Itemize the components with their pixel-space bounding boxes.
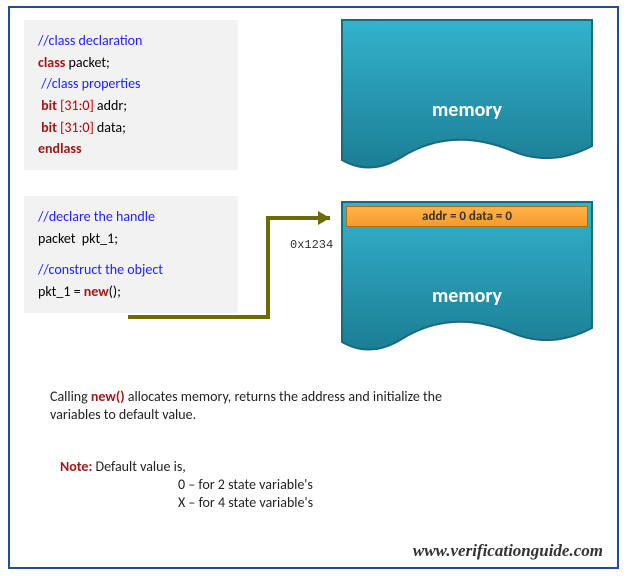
note-line: 0 – for 2 state variable's	[178, 476, 313, 493]
arrow-icon	[120, 208, 350, 328]
code-text: packet;	[65, 54, 109, 71]
keyword-new: new()	[91, 388, 125, 405]
keyword-class: class	[38, 54, 65, 71]
watermark-text: www.verificationguide.com	[413, 541, 603, 561]
memory-block-top: memory	[340, 18, 594, 178]
keyword-new: new	[84, 283, 109, 300]
note-text: Default value is,	[92, 458, 185, 475]
keyword-endclass: endlass	[38, 140, 82, 157]
memory-block-bottom: addr = 0 data = 0 memory	[340, 200, 594, 360]
memory-label: memory	[340, 98, 594, 122]
note-line: X – for 4 state variable's	[178, 494, 313, 511]
arrow-new-to-memory	[120, 208, 350, 328]
note-block: Note: Default value is, 0 – for 2 state …	[60, 458, 580, 513]
outer-frame: //class declaration class packet; //clas…	[8, 6, 619, 569]
comment: //class properties	[38, 75, 141, 92]
explain-part: Calling	[50, 388, 91, 405]
explain-part: allocates memory, returns the address an…	[125, 388, 442, 405]
keyword-bit: bit	[38, 119, 60, 136]
code-class-declaration: //class declaration class packet; //clas…	[24, 20, 238, 170]
range: [31:0]	[60, 97, 94, 114]
memory-init-bar: addr = 0 data = 0	[346, 206, 588, 227]
keyword-bit: bit	[38, 97, 60, 114]
note-label: Note:	[60, 458, 92, 475]
explain-part: variables to default value.	[50, 406, 196, 423]
explanation-text: Calling new() allocates memory, returns …	[50, 388, 590, 424]
memory-label: memory	[340, 284, 594, 308]
code-text: packet pkt_1;	[38, 230, 118, 247]
comment: //class declaration	[38, 32, 142, 49]
code-text: pkt_1 =	[38, 283, 84, 300]
code-text: addr;	[94, 97, 127, 114]
code-text: data;	[94, 119, 126, 136]
range: [31:0]	[60, 119, 94, 136]
